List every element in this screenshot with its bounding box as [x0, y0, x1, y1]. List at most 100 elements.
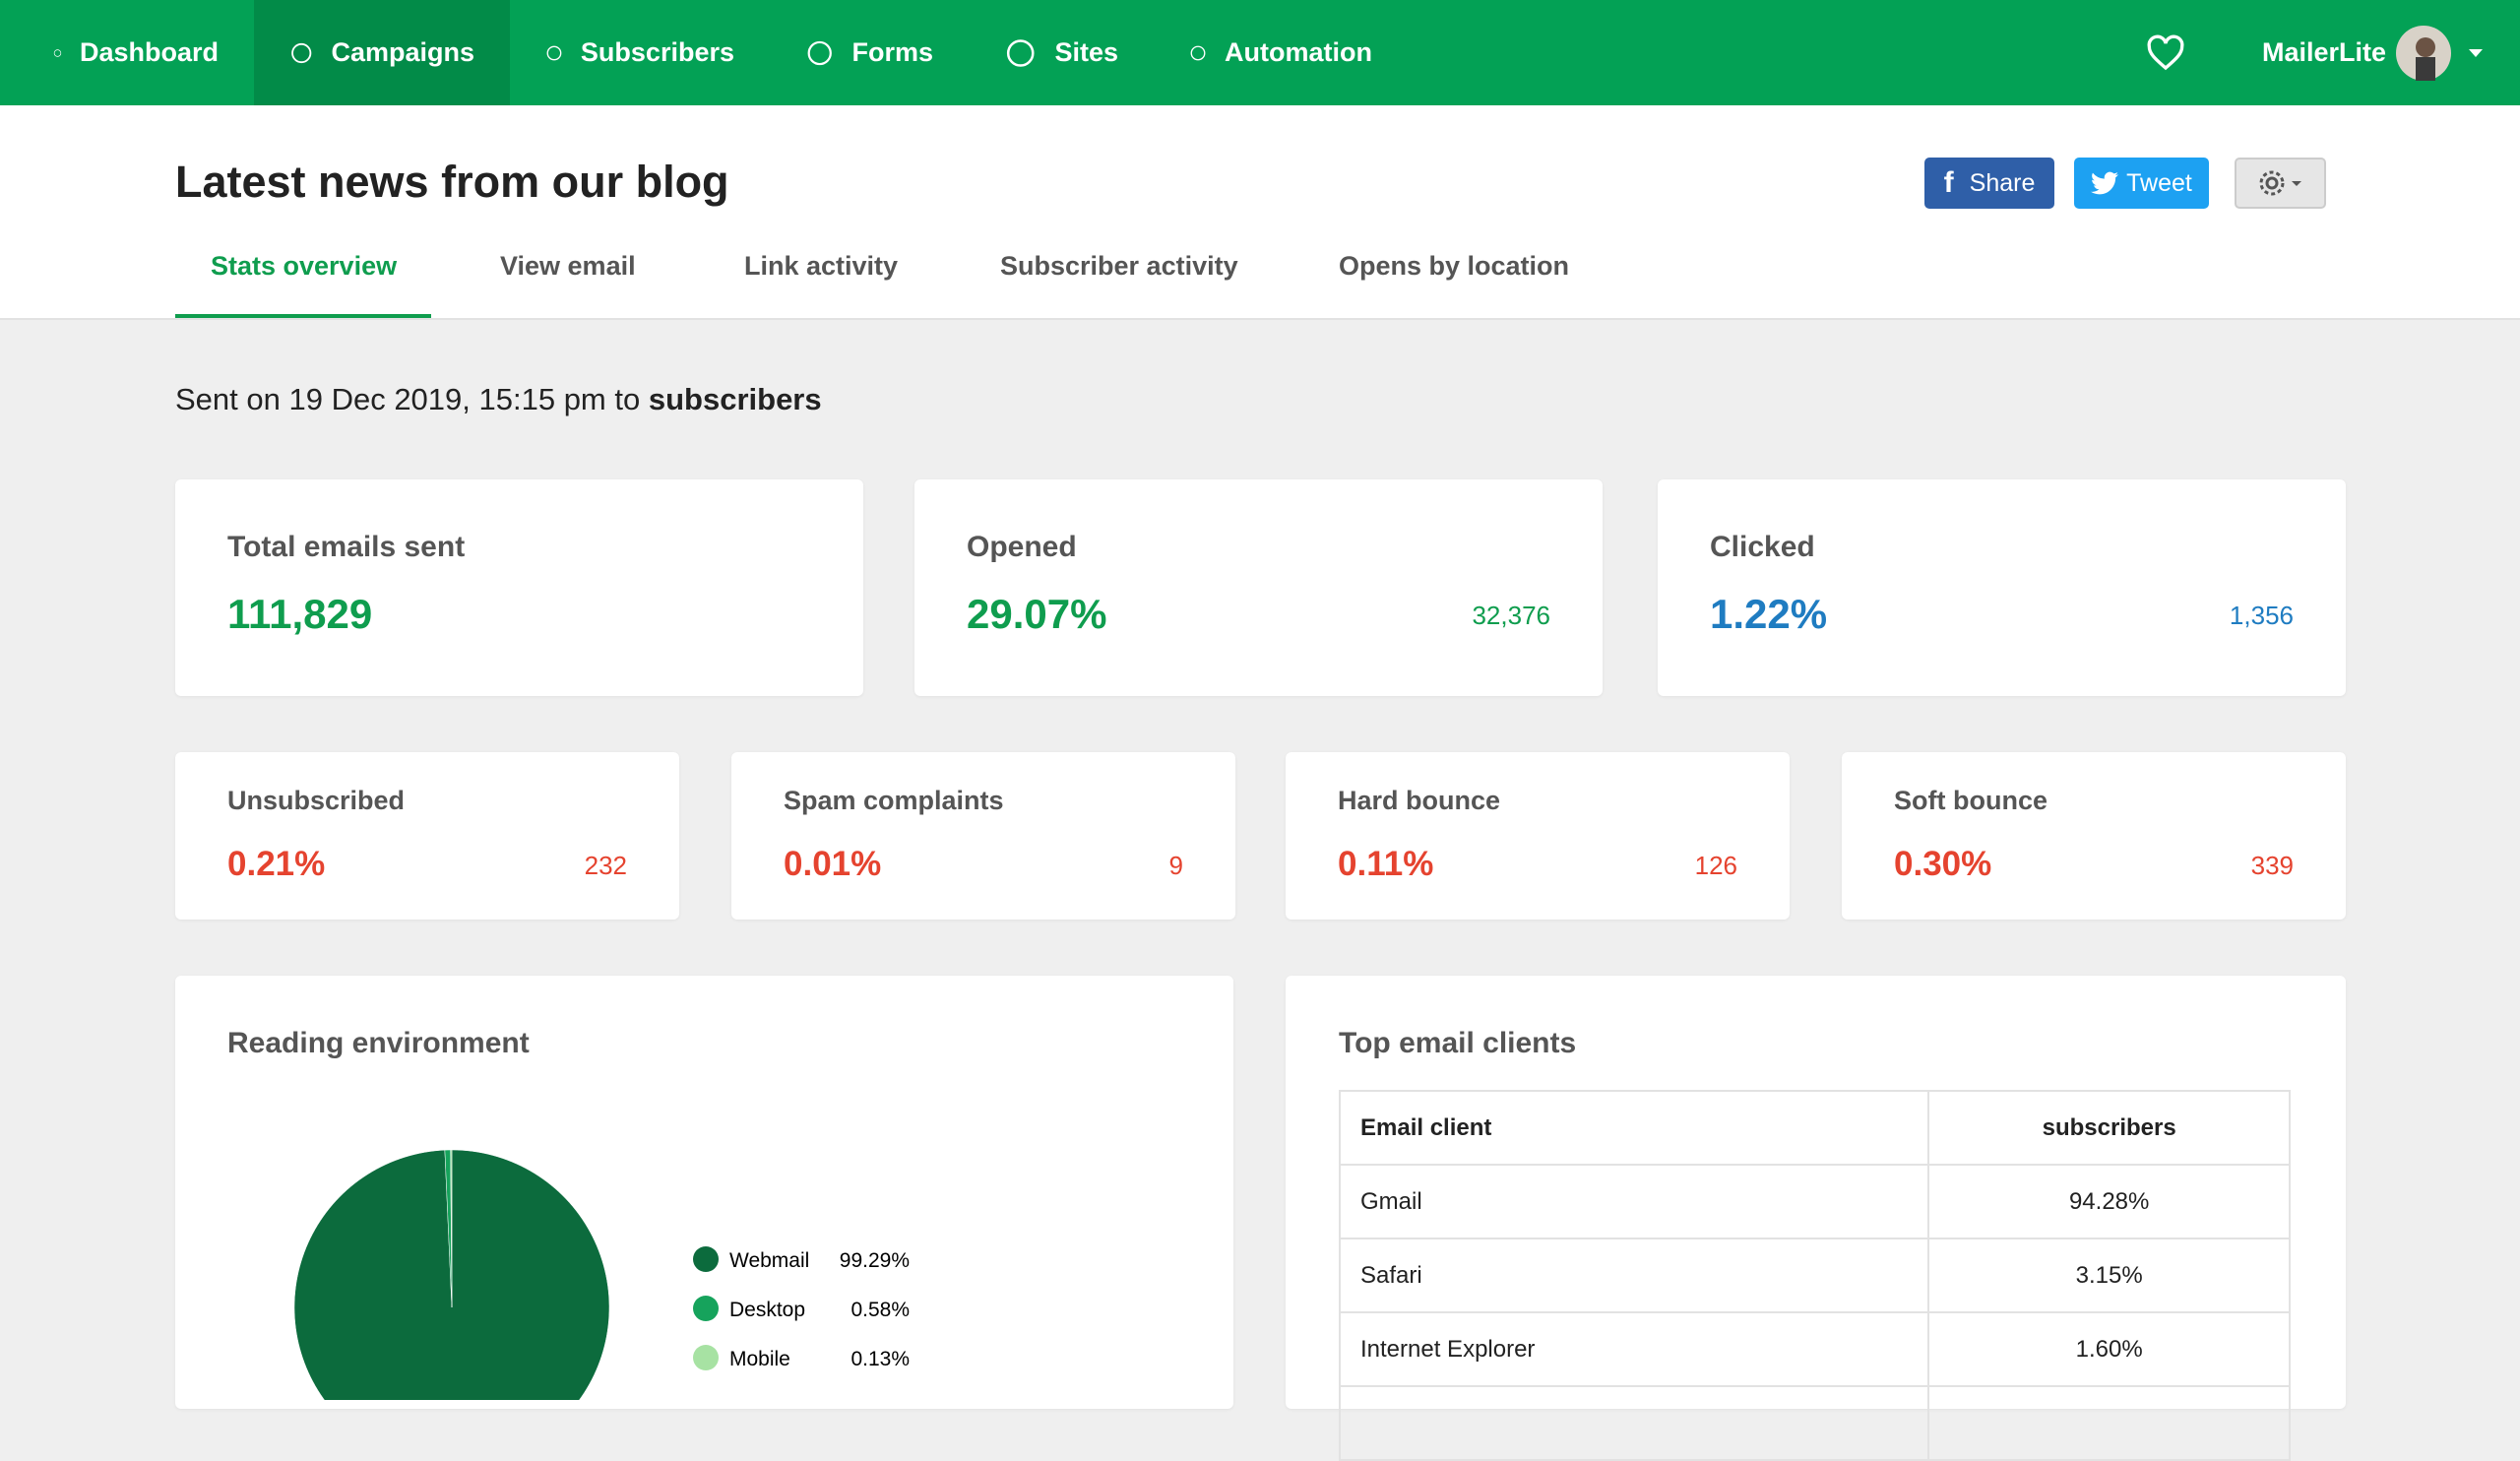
nav-icon [53, 48, 62, 57]
gear-icon [2259, 170, 2301, 196]
nav-label: Subscribers [580, 37, 734, 67]
stat-card: Spam complaints 0.01% 9 [731, 752, 1235, 920]
table-cell: 94.28% [1927, 1164, 2291, 1239]
stat-value: 0.30% [1894, 845, 1992, 883]
tab[interactable]: View email [500, 251, 636, 281]
active-tab-underline [175, 314, 431, 318]
legend-dot [693, 1246, 719, 1272]
sent-audience: subscribers [648, 382, 822, 416]
legend-value: 0.58% [850, 1299, 910, 1321]
nav-icon [291, 42, 312, 63]
stat-value: 1.22% [1710, 591, 1828, 637]
share-button[interactable]: f Share [1924, 158, 2054, 209]
stat-value: 0.11% [1338, 845, 1434, 883]
account-caret[interactable] [2469, 49, 2483, 59]
bird-icon [2091, 171, 2119, 195]
column-header: Email client [1338, 1090, 1930, 1166]
legend-dot [693, 1345, 719, 1370]
table-cell: Internet Explorer [1338, 1311, 1930, 1387]
legend-value: 99.29% [840, 1249, 910, 1272]
avatar[interactable] [2396, 26, 2451, 81]
stat-count: 9 [1168, 851, 1183, 880]
settings-button[interactable] [2235, 158, 2326, 209]
stat-value: 29.07% [967, 591, 1107, 637]
tweet-button[interactable]: Tweet [2074, 158, 2209, 209]
column-header: subscribers [1927, 1090, 2291, 1166]
sent-prefix: Sent on 19 Dec 2019, 15:15 pm to [175, 382, 641, 416]
table-row: Safari 3.15% [1338, 1238, 2291, 1313]
email-clients-table: Email client subscribers Gmail 94.28% Safari… [1338, 1090, 2291, 1461]
stat-label: Hard bounce [1338, 786, 1501, 815]
stat-label: Total emails sent [227, 531, 466, 563]
header-row: Email client subscribers [1338, 1090, 2291, 1166]
campaign-title: Latest news from our blog [175, 157, 729, 207]
stat-count: 1,356 [2229, 601, 2294, 630]
pie-chart: Webmail 99.29% Desktop 0.58% Mobile 0.13% [293, 1149, 910, 1400]
table-cell [1927, 1385, 2291, 1461]
stat-label: Clicked [1710, 531, 1815, 563]
tab[interactable]: Opens by location [1339, 251, 1570, 281]
nav-label: Sites [1054, 37, 1118, 67]
stat-card: Opened 29.07% 32,376 [914, 479, 1603, 696]
tab[interactable]: Link activity [744, 251, 899, 281]
card-title: Top email clients [1339, 1027, 1577, 1059]
legend-label: Desktop [729, 1299, 805, 1321]
email-clients-card: Top email clients Email client subscriber… [1286, 976, 2346, 1461]
pie-slice [450, 1149, 453, 1308]
table-cell: 3.15% [1927, 1238, 2291, 1313]
stat-value: 0.21% [227, 845, 326, 883]
stat-count: 232 [584, 851, 627, 880]
favorites-icon[interactable] [2146, 33, 2185, 78]
table-cell: Gmail [1338, 1164, 1930, 1239]
stat-count: 126 [1694, 851, 1737, 880]
nav-item[interactable]: Dashboard [18, 0, 254, 105]
table-cell: 1.60% [1927, 1311, 2291, 1387]
table-row: Internet Explorer 1.60% [1338, 1311, 2291, 1387]
table-row [1338, 1385, 2291, 1461]
legend-label: Webmail [729, 1249, 809, 1272]
stat-card: Unsubscribed 0.21% 232 [175, 752, 679, 920]
nav-item[interactable]: Forms [770, 0, 969, 105]
stat-card: Hard bounce 0.11% 126 [1286, 752, 1790, 920]
stat-count: 339 [2250, 851, 2294, 880]
tab[interactable]: Subscriber activity [1000, 251, 1238, 281]
legend-value: 0.13% [850, 1348, 910, 1370]
top-nav: MailerLite Dashboard Campaigns Subscribers… [0, 0, 2520, 105]
nav-icon [1190, 45, 1206, 60]
stat-label: Opened [967, 531, 1077, 563]
stat-label: Soft bounce [1894, 786, 2048, 815]
account-name[interactable]: MailerLite [2262, 37, 2387, 67]
nav-icon [807, 40, 832, 65]
nav-label: Dashboard [79, 37, 219, 67]
stat-label: Spam complaints [784, 786, 1004, 815]
tweet-label: Tweet [2126, 168, 2192, 197]
share-label: Share [1969, 168, 2036, 197]
nav-item[interactable]: Automation [1154, 0, 1408, 105]
stat-count: 32,376 [1472, 601, 1550, 630]
nav-item[interactable]: Campaigns [254, 0, 510, 105]
table-cell [1338, 1385, 1930, 1461]
stat-value: 111,829 [227, 591, 373, 637]
stat-label: Unsubscribed [227, 786, 406, 815]
heart-icon [2147, 34, 2184, 71]
nav-item[interactable]: Sites [969, 0, 1154, 105]
stat-card: Clicked 1.22% 1,356 [1658, 479, 2346, 696]
table-row: Gmail 94.28% [1338, 1164, 2291, 1239]
table-cell: Safari [1338, 1238, 1930, 1313]
nav-item[interactable]: Subscribers [510, 0, 770, 105]
nav-label: Campaigns [331, 37, 474, 67]
nav-label: Automation [1225, 37, 1372, 67]
stat-value: 0.01% [784, 845, 882, 883]
legend-dot [693, 1296, 719, 1321]
nav-label: Forms [851, 37, 933, 67]
card-title: Reading environment [227, 1027, 530, 1059]
stat-card: Total emails sent 111,829 [175, 479, 863, 696]
stat-card: Soft bounce 0.30% 339 [1842, 752, 2346, 920]
sent-info: Sent on 19 Dec 2019, 15:15 pm to subscri… [175, 382, 822, 417]
tab[interactable]: Stats overview [211, 251, 398, 281]
campaign-header: Latest news from our blog [0, 105, 2520, 320]
nav-icon [1006, 38, 1035, 67]
nav-icon [546, 45, 562, 60]
